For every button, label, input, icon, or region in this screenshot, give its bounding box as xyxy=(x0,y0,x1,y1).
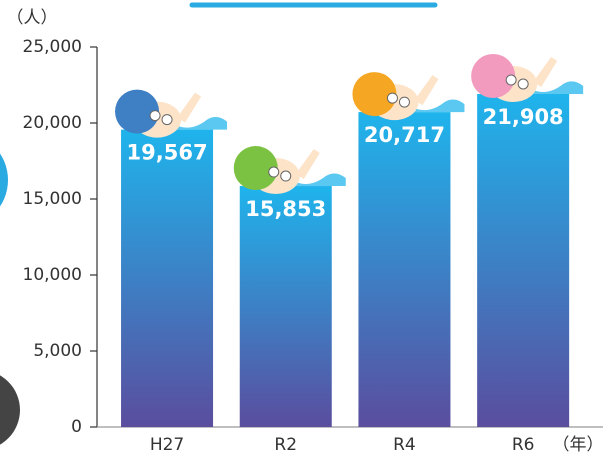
bar xyxy=(477,94,569,427)
value-label: 15,853 xyxy=(245,197,326,221)
x-tick-label: H27 xyxy=(150,435,184,455)
value-label: 19,567 xyxy=(127,141,208,165)
y-tick-label: 15,000 xyxy=(23,189,82,209)
goggle xyxy=(387,93,397,103)
value-label: 20,717 xyxy=(364,123,445,147)
y-tick-label: 10,000 xyxy=(23,265,82,285)
goggle xyxy=(162,115,172,125)
goggle xyxy=(518,79,528,89)
y-tick-label: 0 xyxy=(71,417,82,437)
y-tick-label: 20,000 xyxy=(23,113,82,133)
swimmer-arm xyxy=(533,57,557,87)
goggle xyxy=(269,167,279,177)
x-unit: （年） xyxy=(553,435,603,455)
chart: （人） （年） 0 5,000 10,000 15,000 20,000 25,000 H2… xyxy=(0,0,603,457)
decoration xyxy=(0,370,20,450)
swimmer-arm xyxy=(177,93,201,123)
bar xyxy=(121,130,213,427)
swimmer-arm xyxy=(296,149,320,179)
x-tick-label: R4 xyxy=(393,435,416,455)
goggle xyxy=(150,111,160,121)
decoration xyxy=(0,132,8,228)
bar xyxy=(240,186,332,427)
goggle xyxy=(506,75,516,85)
goggle xyxy=(281,171,291,181)
value-label: 21,908 xyxy=(483,105,564,129)
x-tick-label: R2 xyxy=(274,435,297,455)
y-tick-label: 25,000 xyxy=(23,37,82,57)
bar xyxy=(358,112,450,427)
y-unit: （人） xyxy=(7,8,58,28)
swimmer-arm xyxy=(414,75,438,105)
y-tick-label: 5,000 xyxy=(33,341,82,361)
x-tick-label: R6 xyxy=(512,435,535,455)
goggle xyxy=(399,97,409,107)
